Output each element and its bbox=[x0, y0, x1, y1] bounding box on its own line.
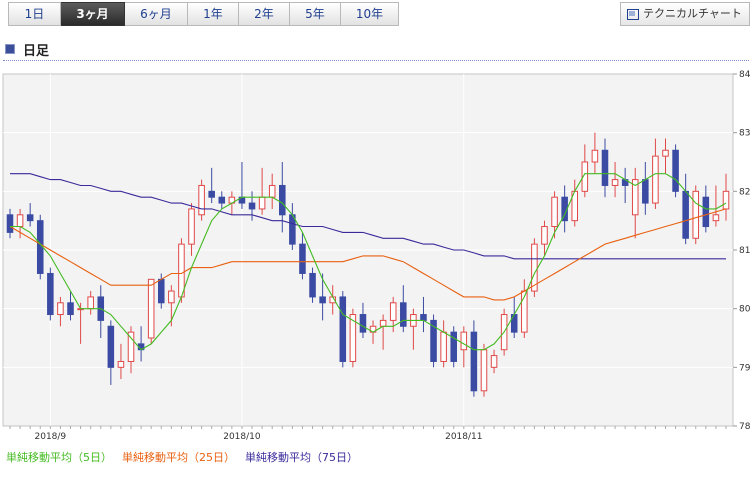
candle-up bbox=[692, 190, 700, 239]
candle-up bbox=[712, 214, 720, 222]
x-tick-label: 2018/10 bbox=[223, 432, 261, 442]
candle-up bbox=[268, 184, 276, 198]
candle-down bbox=[359, 314, 367, 333]
candle-up bbox=[389, 302, 397, 321]
candle-down bbox=[642, 179, 649, 204]
x-tick-label: 2018/11 bbox=[445, 432, 482, 442]
tab-2-years[interactable]: 2年 bbox=[239, 2, 290, 26]
tab-10-years[interactable]: 10年 bbox=[341, 2, 399, 26]
candle-down bbox=[420, 314, 427, 321]
candle-up bbox=[258, 196, 266, 210]
candle-up bbox=[147, 278, 155, 339]
square-bullet-icon bbox=[5, 44, 15, 54]
candle-up bbox=[349, 314, 357, 362]
candle-up bbox=[722, 190, 730, 210]
candle-up bbox=[16, 214, 24, 228]
candle-up bbox=[168, 290, 175, 304]
y-tick-label: 78 bbox=[739, 422, 751, 432]
candle-down bbox=[682, 190, 689, 239]
chart-legend: 単純移動平均（5日） 単純移動平均（25日） 単純移動平均（75日） bbox=[6, 449, 358, 465]
candle-down bbox=[702, 196, 710, 228]
y-tick-label: 84 bbox=[739, 70, 751, 80]
section-title: 日足 bbox=[23, 43, 50, 59]
candle-down bbox=[319, 296, 326, 304]
tab-5-years[interactable]: 5年 bbox=[290, 2, 341, 26]
candle-down bbox=[248, 202, 256, 210]
tab-3-months[interactable]: 3ヶ月 bbox=[61, 2, 125, 26]
candle-up bbox=[591, 149, 599, 163]
ma75-line bbox=[10, 173, 726, 260]
y-tick-label: 83 bbox=[739, 129, 750, 139]
legend-ma75: 単純移動平均（75日） bbox=[245, 451, 358, 464]
candle-down bbox=[450, 331, 457, 362]
candle-down bbox=[299, 243, 306, 274]
technical-chart-button[interactable]: テクニカルチャート bbox=[620, 2, 750, 26]
y-tick-label: 79 bbox=[739, 363, 751, 373]
candle-up bbox=[127, 331, 135, 362]
candle-up bbox=[541, 226, 548, 245]
tab-1-year[interactable]: 1年 bbox=[188, 2, 239, 26]
candle-up bbox=[87, 296, 94, 310]
candle-down bbox=[157, 278, 165, 304]
candle-down bbox=[430, 319, 437, 362]
candle-down bbox=[279, 184, 286, 216]
period-tabs: 1日 3ヶ月 6ヶ月 1年 2年 5年 10年 bbox=[8, 2, 399, 26]
y-tick-label: 80 bbox=[739, 305, 751, 315]
ma5-line bbox=[10, 173, 727, 351]
candle-down bbox=[339, 296, 347, 362]
candle-down bbox=[107, 325, 115, 368]
candle-up bbox=[178, 243, 185, 298]
candle-up bbox=[611, 179, 619, 186]
candle-down bbox=[208, 190, 215, 198]
candle-up bbox=[440, 331, 447, 362]
legend-ma5: 単純移動平均（5日） bbox=[6, 451, 112, 464]
y-tick-label: 81 bbox=[739, 246, 750, 256]
candle-up bbox=[581, 161, 589, 192]
candle-up bbox=[188, 208, 195, 245]
x-tick-label: 2018/9 bbox=[35, 432, 67, 442]
candle-up bbox=[460, 331, 468, 351]
candle-down bbox=[6, 214, 14, 233]
candle-down bbox=[672, 149, 679, 192]
candle-up bbox=[631, 179, 639, 216]
candle-down bbox=[67, 302, 74, 316]
technical-chart-label: テクニカルチャート bbox=[643, 7, 742, 20]
candle-down bbox=[218, 196, 226, 204]
y-tick-label: 82 bbox=[739, 187, 750, 197]
candle-down bbox=[400, 302, 407, 327]
candle-up bbox=[551, 196, 558, 228]
tab-6-months[interactable]: 6ヶ月 bbox=[125, 2, 188, 26]
candle-down bbox=[601, 149, 609, 186]
ma25-line bbox=[9, 208, 727, 301]
candle-up bbox=[662, 149, 669, 157]
candle-up bbox=[652, 155, 659, 204]
window-icon bbox=[627, 8, 639, 20]
candle-up bbox=[117, 360, 125, 368]
section-header: 日足 bbox=[3, 38, 749, 61]
candle-down bbox=[309, 272, 316, 298]
candlestick-chart: 84 83 82 81 80 79 78 2018/9 2018/10 2018/11 bbox=[2, 70, 751, 442]
candle-down bbox=[26, 214, 34, 222]
tab-1-day[interactable]: 1日 bbox=[8, 2, 61, 26]
candle-down bbox=[470, 331, 478, 392]
candle-up bbox=[198, 184, 205, 216]
candle-up bbox=[480, 349, 488, 392]
legend-ma25: 単純移動平均（25日） bbox=[122, 451, 235, 464]
candle-up bbox=[57, 302, 64, 316]
candle-down bbox=[47, 272, 54, 316]
candle-up bbox=[379, 319, 387, 327]
candle-up bbox=[490, 355, 498, 368]
